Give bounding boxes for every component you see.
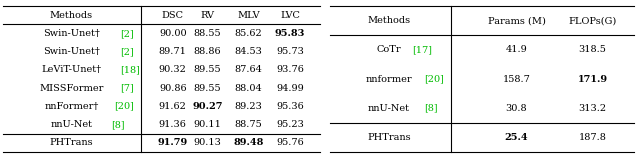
Text: 91.79: 91.79 [157,138,188,147]
Text: 93.76: 93.76 [276,65,304,74]
Text: PHTrans: PHTrans [367,133,411,142]
Text: PHTrans: PHTrans [49,138,93,147]
Text: Swin-Unet†: Swin-Unet† [43,29,100,38]
Text: nnU-Net: nnU-Net [51,120,92,129]
Text: 90.86: 90.86 [159,84,186,93]
Text: 87.64: 87.64 [235,65,262,74]
Text: 89.48: 89.48 [234,138,264,147]
Text: 89.55: 89.55 [194,84,221,93]
Text: nnU-Net: nnU-Net [368,104,410,112]
Text: [7]: [7] [120,84,134,93]
Text: 95.73: 95.73 [276,47,304,56]
Text: RV: RV [200,11,214,20]
Text: 158.7: 158.7 [502,75,531,83]
Text: 90.27: 90.27 [192,102,223,111]
Text: [8]: [8] [424,104,438,112]
Text: 85.62: 85.62 [235,29,262,38]
Text: 90.00: 90.00 [159,29,186,38]
Text: [2]: [2] [120,47,134,56]
Text: 90.11: 90.11 [193,120,221,129]
Text: 88.04: 88.04 [235,84,262,93]
Text: 187.8: 187.8 [579,133,607,142]
Text: [20]: [20] [424,75,444,83]
Text: 313.2: 313.2 [579,104,607,112]
Text: Methods: Methods [50,11,93,20]
Text: 91.36: 91.36 [159,120,187,129]
Text: Params (M): Params (M) [488,16,545,25]
Text: 88.86: 88.86 [194,47,221,56]
Text: nnformer: nnformer [365,75,412,83]
Text: 88.55: 88.55 [194,29,221,38]
Text: [18]: [18] [120,65,140,74]
Text: 318.5: 318.5 [579,46,607,54]
Text: 90.13: 90.13 [193,138,221,147]
Text: 95.36: 95.36 [276,102,304,111]
Text: 30.8: 30.8 [506,104,527,112]
Text: LeViT-Unet†: LeViT-Unet† [41,65,101,74]
Text: 90.32: 90.32 [159,65,187,74]
Text: 84.53: 84.53 [235,47,262,56]
Text: 171.9: 171.9 [577,75,607,83]
Text: 95.83: 95.83 [275,29,305,38]
Text: nnFormer†: nnFormer† [44,102,99,111]
Text: LVC: LVC [280,11,300,20]
Text: FLOPs(G): FLOPs(G) [568,16,617,25]
Text: Swin-Unet†: Swin-Unet† [43,47,100,56]
Text: 25.4: 25.4 [505,133,529,142]
Text: [2]: [2] [120,29,134,38]
Text: DSC: DSC [162,11,184,20]
Text: 95.23: 95.23 [276,120,304,129]
Text: [20]: [20] [114,102,134,111]
Text: 89.55: 89.55 [194,65,221,74]
Text: 91.62: 91.62 [159,102,187,111]
Text: MLV: MLV [237,11,260,20]
Text: 89.71: 89.71 [159,47,187,56]
Text: MISSFormer: MISSFormer [39,84,104,93]
Text: 89.23: 89.23 [235,102,262,111]
Text: 88.75: 88.75 [235,120,262,129]
Text: [17]: [17] [413,46,433,54]
Text: 94.99: 94.99 [276,84,304,93]
Text: Methods: Methods [367,16,410,25]
Text: 95.76: 95.76 [276,138,304,147]
Text: 41.9: 41.9 [506,46,527,54]
Text: [8]: [8] [111,120,125,129]
Text: CoTr: CoTr [376,46,401,54]
